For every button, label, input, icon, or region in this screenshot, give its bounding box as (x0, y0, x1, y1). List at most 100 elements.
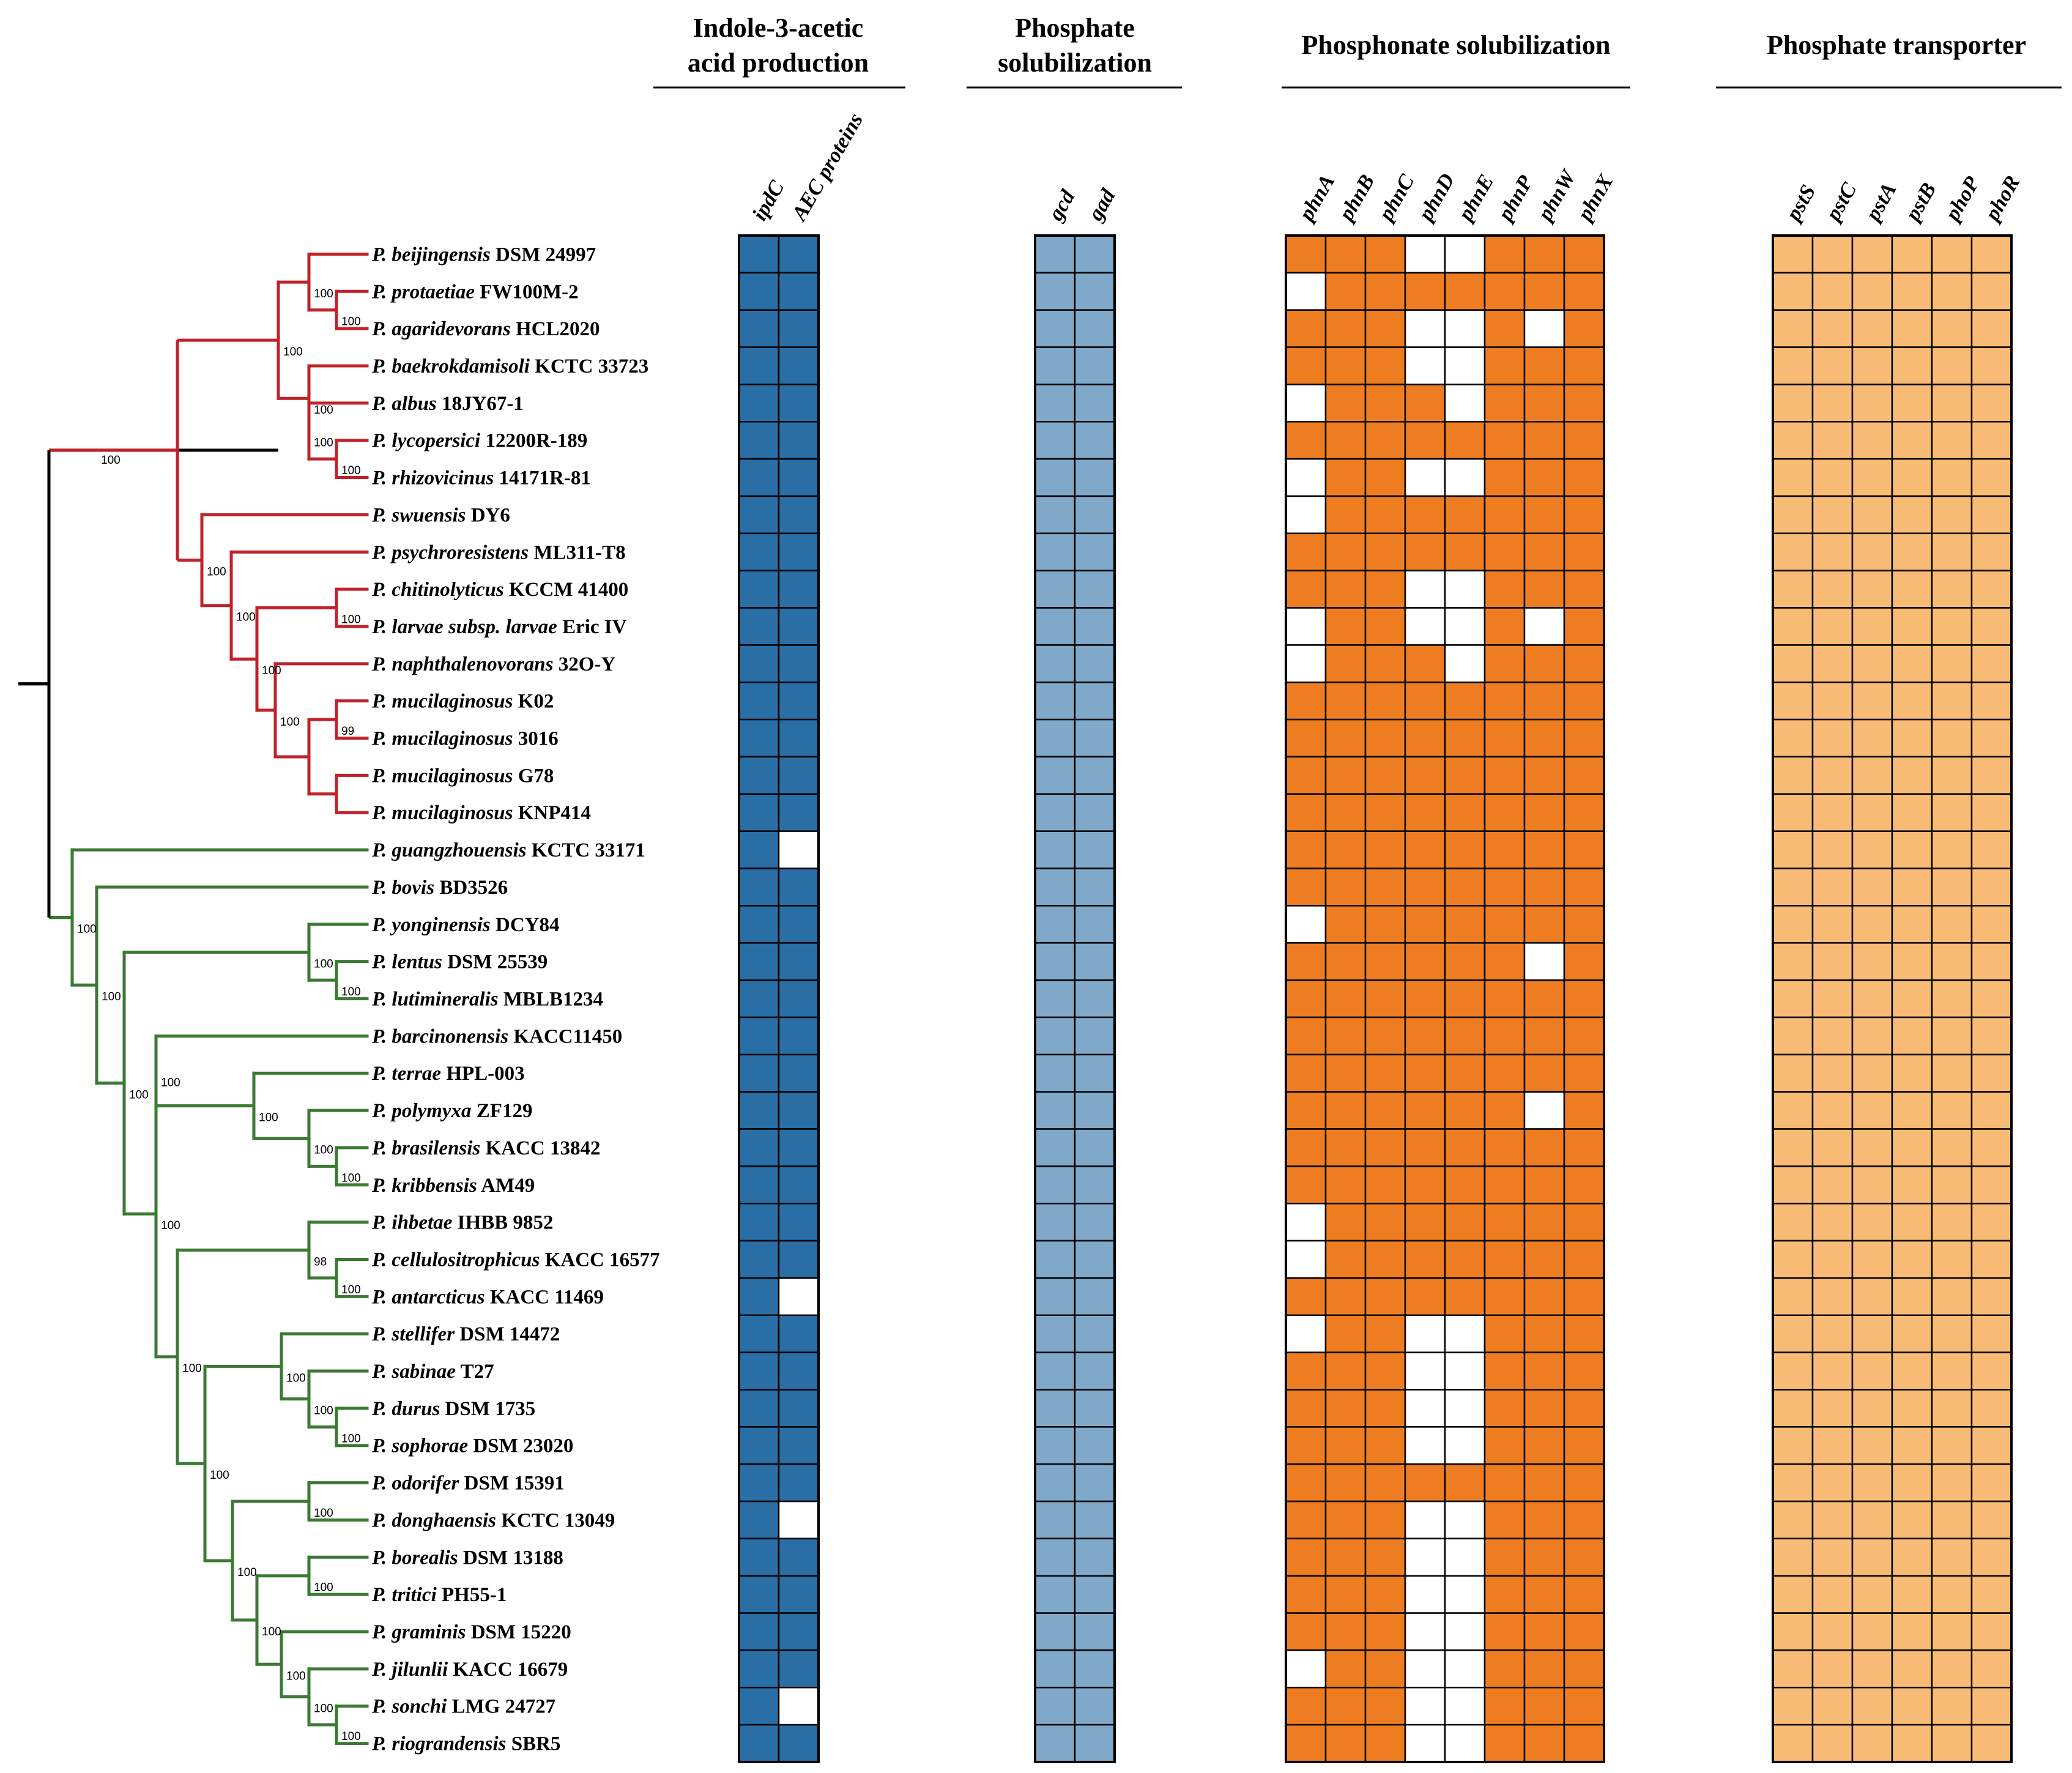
cell-present (1523, 421, 1565, 460)
bootstrap-value: 100 (210, 1469, 229, 1482)
cell-present (1970, 942, 2013, 981)
strain-name: KNP414 (513, 802, 590, 824)
cell-present (1931, 1091, 1973, 1130)
cell-absent (1444, 607, 1486, 646)
cell-present (1523, 1351, 1565, 1391)
cell-present (1285, 1016, 1327, 1056)
bootstrap-value: 100 (102, 991, 121, 1003)
cell-present (778, 570, 820, 609)
cell-present (1404, 942, 1446, 981)
cell-present (1891, 1351, 1933, 1391)
cell-present (1891, 532, 1933, 571)
cell-absent (1285, 1314, 1327, 1353)
cell-present (1034, 1165, 1076, 1205)
cell-present (1074, 756, 1116, 795)
cell-absent (1285, 607, 1327, 646)
cell-present (1851, 793, 1893, 832)
cell-present (738, 570, 780, 609)
cell-present (1483, 1277, 1526, 1317)
cell-present (1285, 1500, 1327, 1540)
cell-present (1364, 1128, 1406, 1167)
gene-label: phnB (1333, 170, 1379, 226)
cell-present (1364, 1575, 1406, 1614)
cell-present (1811, 1314, 1854, 1353)
cell-present (1285, 1463, 1327, 1503)
cell-present (778, 644, 820, 683)
cell-present (1772, 607, 1814, 646)
cell-present (1074, 1314, 1116, 1353)
cell-present (1285, 718, 1327, 758)
cell-present (1563, 1016, 1605, 1056)
cell-present (1970, 1537, 2013, 1577)
cell-present (1483, 1389, 1526, 1428)
cell-absent (1444, 570, 1486, 609)
species-name: P. kribbensis (371, 1175, 477, 1197)
species-name: P. donghaensis (371, 1509, 496, 1531)
cell-present (1074, 421, 1116, 460)
cell-present (1364, 868, 1406, 907)
cell-present (1285, 793, 1327, 832)
cell-present (1772, 793, 1814, 832)
cell-present (1772, 681, 1814, 721)
cell-present (1851, 384, 1893, 423)
cell-present (1523, 1687, 1565, 1726)
cell-present (738, 1537, 780, 1577)
cell-present (1074, 1575, 1116, 1614)
cell-present (1074, 1091, 1116, 1130)
cell-present (1891, 718, 1933, 758)
species-name: P. odorifer (371, 1473, 460, 1495)
cell-present (1523, 384, 1565, 423)
cell-present (1324, 979, 1367, 1019)
cell-present (1074, 1426, 1116, 1465)
cell-present (738, 1202, 780, 1242)
cell-present (1891, 309, 1933, 348)
species-label: P. psychroresistens ML311-T8 (371, 541, 626, 563)
cell-present (1324, 309, 1367, 348)
cell-present (1931, 1575, 1973, 1614)
cell-present (738, 681, 780, 721)
cell-present (778, 1389, 820, 1428)
cell-present (1563, 1202, 1605, 1242)
cell-present (1811, 1463, 1854, 1503)
cell-present (1364, 1723, 1406, 1763)
cell-present (738, 458, 780, 497)
cell-present (1811, 756, 1854, 795)
cell-present (1364, 644, 1406, 683)
species-label: P. barcinonensis KACC11450 (371, 1025, 622, 1047)
cell-present (1931, 309, 1973, 348)
cell-present (1811, 718, 1854, 758)
cell-present (1324, 1687, 1367, 1726)
cell-absent (1404, 1351, 1446, 1391)
gene-label: pstS (1780, 180, 1820, 226)
strain-name: 14171R-81 (494, 467, 591, 489)
cell-present (778, 1091, 820, 1130)
cell-present (738, 1575, 780, 1614)
cell-present (1563, 868, 1605, 907)
cell-present (778, 1165, 820, 1205)
cell-absent (1444, 1612, 1486, 1651)
species-name: P. durus (371, 1398, 440, 1420)
cell-present (1931, 830, 1973, 869)
cell-present (1851, 1723, 1893, 1763)
cell-present (1483, 1723, 1526, 1763)
cell-present (778, 868, 820, 907)
cell-absent (778, 1500, 820, 1540)
cell-present (1772, 1091, 1814, 1130)
cell-present (1364, 681, 1406, 721)
cell-present (778, 793, 820, 832)
cell-present (1563, 1054, 1605, 1093)
cell-present (1851, 1426, 1893, 1465)
cell-present (1811, 1165, 1854, 1205)
cell-present (1851, 346, 1893, 385)
bootstrap-value: 100 (341, 986, 361, 998)
cell-present (1324, 1463, 1367, 1503)
grid-pt (1772, 234, 2013, 1763)
cell-present (1970, 1240, 2013, 1279)
cell-present (1811, 1389, 1854, 1428)
cell-present (1851, 979, 1893, 1019)
cell-present (1285, 979, 1327, 1019)
cell-present (1523, 1500, 1565, 1540)
cell-present (1034, 1016, 1076, 1056)
species-label: P. donghaensis KCTC 13049 (371, 1509, 615, 1531)
cell-present (1970, 718, 2013, 758)
